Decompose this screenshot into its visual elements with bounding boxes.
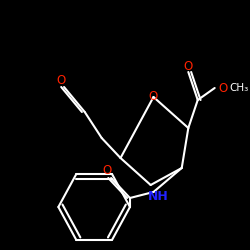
Text: O: O — [184, 60, 193, 72]
Text: O: O — [103, 164, 112, 177]
Text: O: O — [218, 82, 228, 94]
Text: O: O — [149, 90, 158, 104]
Text: NH: NH — [148, 190, 169, 203]
Text: O: O — [56, 74, 66, 86]
Text: CH₃: CH₃ — [230, 83, 249, 93]
